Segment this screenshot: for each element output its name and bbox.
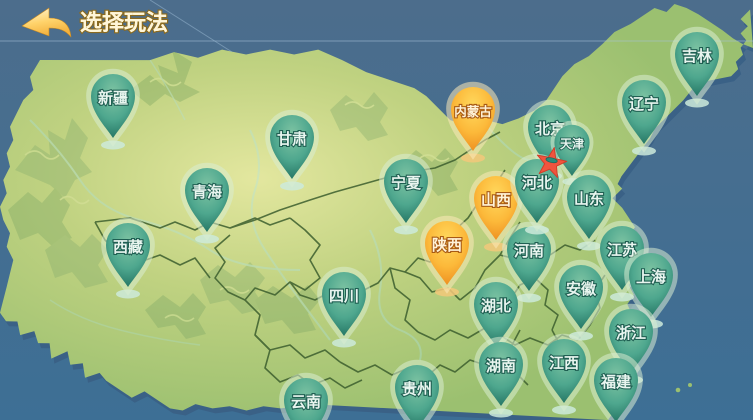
svg-text:安徽: 安徽 (566, 280, 597, 298)
svg-text:选择玩法: 选择玩法 (80, 10, 168, 35)
svg-text:吉林: 吉林 (682, 47, 713, 65)
svg-text:西藏: 西藏 (113, 238, 143, 256)
svg-text:上海: 上海 (636, 268, 666, 286)
svg-text:山东: 山东 (574, 190, 604, 208)
svg-text:甘肃: 甘肃 (277, 130, 307, 148)
svg-text:江西: 江西 (549, 354, 579, 372)
svg-text:福建: 福建 (600, 373, 632, 391)
svg-text:陕西: 陕西 (432, 236, 462, 254)
svg-text:云南: 云南 (291, 393, 321, 411)
svg-text:宁夏: 宁夏 (391, 174, 422, 192)
svg-text:浙江: 浙江 (616, 324, 646, 342)
svg-text:山西: 山西 (481, 192, 511, 209)
svg-text:河北: 河北 (522, 174, 552, 192)
svg-text:湖南: 湖南 (486, 357, 516, 375)
svg-text:湖北: 湖北 (481, 298, 511, 315)
svg-text:辽宁: 辽宁 (629, 95, 659, 113)
svg-text:内蒙古: 内蒙古 (454, 104, 492, 119)
svg-text:贵州: 贵州 (402, 380, 432, 398)
svg-text:四川: 四川 (329, 288, 359, 305)
svg-text:青海: 青海 (192, 183, 222, 201)
svg-text:天津: 天津 (560, 136, 584, 151)
svg-text:新疆: 新疆 (98, 89, 128, 107)
svg-text:河南: 河南 (514, 242, 544, 260)
